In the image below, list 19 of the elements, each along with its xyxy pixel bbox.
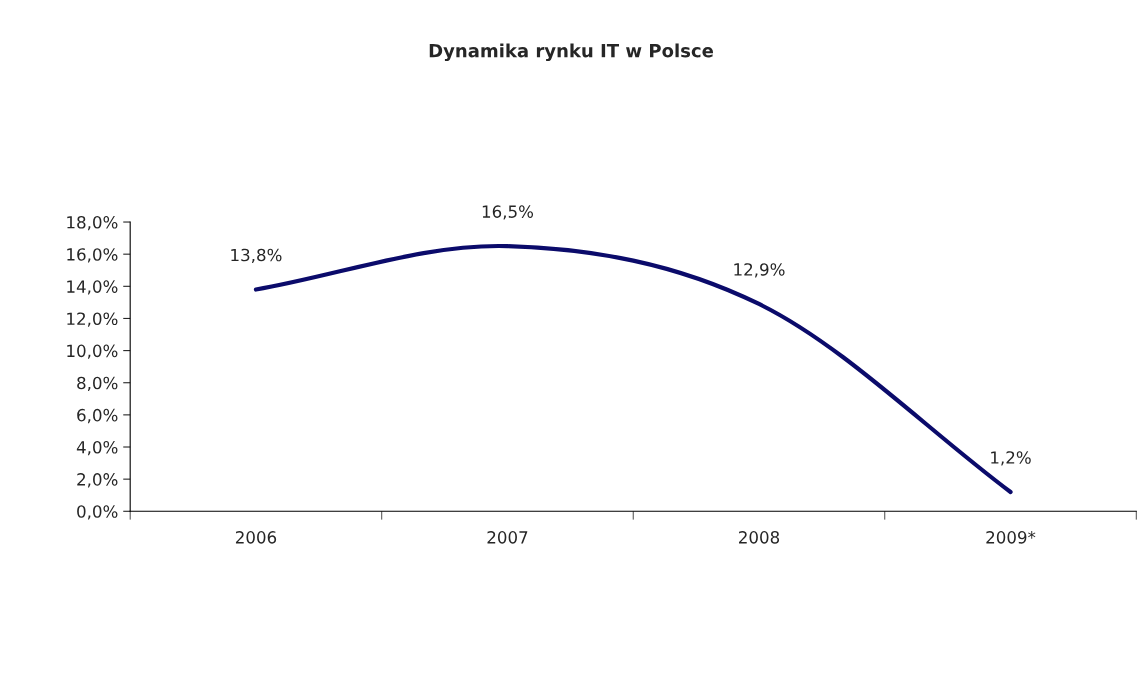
y-tick-label: 4,0% (76, 440, 118, 456)
x-tick-label: 2006 (235, 531, 277, 544)
y-tick-label: 12,0% (67, 312, 118, 327)
data-label: 12,9% (734, 263, 785, 278)
y-tick-label: 18,0% (67, 216, 118, 231)
y-tick-label: 6,0% (77, 408, 118, 424)
x-tick-label: 2008 (739, 531, 780, 544)
data-label: 13,8% (231, 248, 282, 263)
data-label: 1,2% (991, 451, 1031, 466)
y-tick-label: 16,0% (67, 248, 118, 263)
chart-title: Dynamika rynku IT w Polsce (429, 43, 713, 62)
y-tick-label: 14,0% (67, 280, 118, 295)
data-label: 16,5% (482, 205, 534, 220)
x-tick-label: 2009* (986, 531, 1036, 544)
y-tick-label: 10,0% (67, 344, 118, 359)
x-tick-label: 2007 (487, 531, 528, 544)
y-tick-label: 8,0% (77, 376, 118, 391)
y-tick-label: 2,0% (77, 473, 118, 488)
y-tick-label: 0,0% (77, 505, 118, 520)
